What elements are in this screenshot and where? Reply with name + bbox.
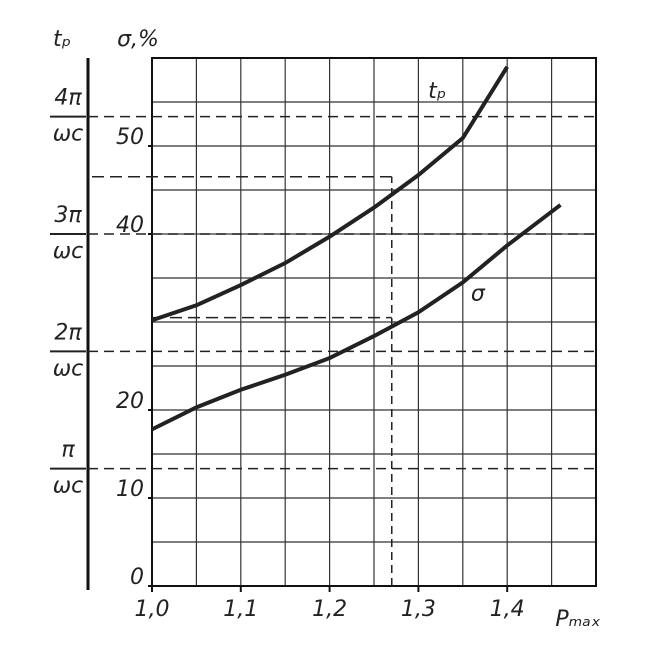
y2-tick-denominator: ωc — [53, 239, 84, 264]
x-axis-label: Pₘₐₓ — [555, 607, 601, 632]
series-label: σ — [471, 281, 486, 306]
y-tick-label: 0 — [130, 565, 144, 590]
y2-tick-denominator: ωc — [53, 356, 84, 381]
series-label: tₚ — [428, 79, 446, 104]
y2-tick-denominator: ωc — [53, 122, 84, 147]
y-tick-label: 20 — [116, 389, 144, 414]
y2-axis-label: tₚ — [53, 27, 71, 52]
y-tick-label: 50 — [116, 125, 144, 150]
x-tick-label: 1,3 — [401, 597, 436, 622]
y-axis-label: σ,% — [117, 27, 159, 52]
y2-tick-label: 2π — [54, 320, 82, 345]
y2-tick-label: π — [61, 438, 75, 463]
line — [151, 65, 509, 323]
x-tick-label: 1,0 — [135, 597, 170, 622]
x-tick-label: 1,4 — [490, 597, 525, 622]
line — [151, 203, 562, 432]
y2-tick-denominator: ωc — [53, 474, 84, 499]
plot-border — [151, 57, 597, 587]
y-tick-label: 10 — [116, 477, 144, 502]
y2-tick-label: 3π — [54, 203, 82, 228]
x-tick-label: 1,2 — [312, 597, 347, 622]
y2-tick-label: 4π — [54, 86, 82, 111]
x-tick-label: 1,1 — [223, 597, 258, 622]
